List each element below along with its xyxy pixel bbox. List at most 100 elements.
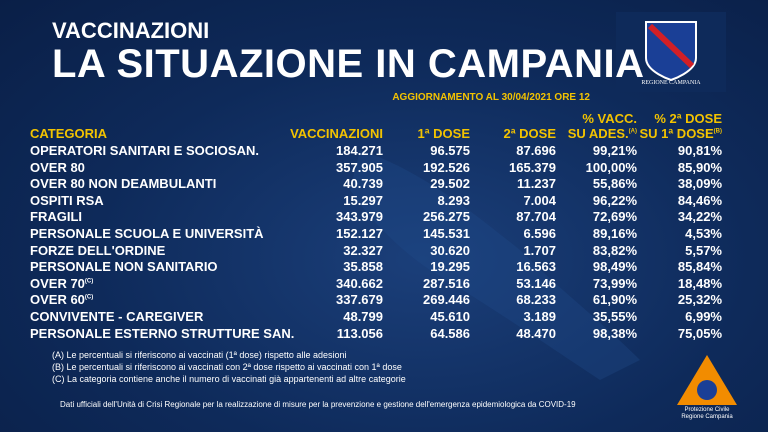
cell: 192.526 xyxy=(423,159,470,175)
category-text: PERSONALE ESTERNO STRUTTURE SAN. xyxy=(30,325,295,341)
cell: 98,49% xyxy=(592,259,637,275)
column-header-text: SU 1ª DOSE xyxy=(639,126,714,141)
cell: 96,22% xyxy=(592,192,637,208)
row-category: OVER 70(C) xyxy=(30,276,93,291)
row-note: (C) xyxy=(84,295,94,302)
category-text: OVER 70 xyxy=(30,275,85,291)
cell: 35,55% xyxy=(592,309,637,324)
cell: 269.446 xyxy=(423,292,470,308)
cell: 75,05% xyxy=(677,325,722,341)
category-text: PERSONALE SCUOLA E UNIVERSITÀ xyxy=(30,226,264,241)
cell: 16.563 xyxy=(516,259,556,275)
row-category: OVER 80 xyxy=(30,160,85,175)
column-note: (B) xyxy=(713,128,722,135)
cell: 4,53% xyxy=(685,226,722,241)
column-header: % VACC. xyxy=(582,111,637,126)
row-category: PERSONALE SCUOLA E UNIVERSITÀ xyxy=(30,226,264,241)
cell: 11.237 xyxy=(516,176,556,192)
cell: 7.004 xyxy=(523,192,556,208)
cell: 48.799 xyxy=(343,309,383,324)
cell: 85,84% xyxy=(677,259,722,275)
pc-label-line: Protezione Civile xyxy=(684,407,730,413)
cell: 83,82% xyxy=(592,242,637,258)
cell: 337.679 xyxy=(336,292,383,308)
cell: 45.610 xyxy=(430,309,470,324)
cell: 73,99% xyxy=(592,275,637,291)
row-category: OSPITI RSA xyxy=(30,193,104,208)
cell: 90,81% xyxy=(677,143,722,158)
cell: 8.293 xyxy=(437,192,470,208)
column-header: VACCINAZIONI xyxy=(290,126,383,141)
cell: 87.696 xyxy=(516,143,556,158)
column-header-text: % VACC. xyxy=(582,111,637,126)
cell: 53.146 xyxy=(516,275,556,291)
category-text: OVER 80 NON DEAMBULANTI xyxy=(30,176,217,192)
kicker: VACCINAZIONI xyxy=(52,18,210,43)
note: (C) La categoria contiene anche il numer… xyxy=(52,374,406,384)
cell: 99,21% xyxy=(592,143,637,158)
column-note: (A) xyxy=(628,128,637,135)
column-header-text: % 2ª DOSE xyxy=(654,111,722,126)
cell: 89,16% xyxy=(592,226,637,241)
row-category: CONVIVENTE - CAREGIVER xyxy=(30,309,203,324)
cell: 287.516 xyxy=(423,275,470,291)
category-text: FORZE DELL'ORDINE xyxy=(30,242,166,258)
row-category: OVER 80 NON DEAMBULANTI xyxy=(30,176,216,191)
column-header: % 2ª DOSE xyxy=(654,111,722,126)
logo-label: REGIONE CAMPANIA xyxy=(641,80,701,86)
cell: 152.127 xyxy=(336,226,383,241)
cell: 340.662 xyxy=(336,275,383,291)
category-text: OVER 80 xyxy=(30,159,85,175)
cell: 29.502 xyxy=(430,176,470,192)
cell: 87.704 xyxy=(516,209,556,225)
cell: 6.596 xyxy=(523,226,556,241)
cell: 6,99% xyxy=(685,309,722,324)
cell: 19.295 xyxy=(430,259,470,275)
cell: 85,90% xyxy=(677,159,722,175)
cell: 30.620 xyxy=(430,242,470,258)
cell: 98,38% xyxy=(592,325,637,341)
cell: 184.271 xyxy=(336,143,383,158)
column-header: SU ADES.(A) xyxy=(568,126,637,141)
cell: 40.739 xyxy=(343,176,383,192)
column-header-text: VACCINAZIONI xyxy=(290,126,383,141)
map-silhouette xyxy=(350,150,640,380)
column-header-text: 1ª DOSE xyxy=(417,126,471,141)
cell: 32.327 xyxy=(343,242,383,258)
category-text: OSPITI RSA xyxy=(30,192,104,208)
column-header: 2ª DOSE xyxy=(504,126,557,141)
note: (A) Le percentuali si riferiscono ai vac… xyxy=(52,350,347,360)
cell: 35.858 xyxy=(343,259,383,275)
cell: 3.189 xyxy=(523,309,556,324)
category-text: CONVIVENTE - CAREGIVER xyxy=(30,309,204,324)
note: (B) Le percentuali si riferiscono ai vac… xyxy=(52,362,402,372)
cell: 84,46% xyxy=(677,192,722,208)
cell: 38,09% xyxy=(677,176,722,192)
cell: 25,32% xyxy=(677,292,722,308)
cell: 68.233 xyxy=(516,292,556,308)
footer: Dati ufficiali dell'Unità di Crisi Regio… xyxy=(60,400,576,409)
cell: 15.297 xyxy=(343,192,383,208)
row-category: PERSONALE ESTERNO STRUTTURE SAN. xyxy=(30,326,294,341)
column-header: 1ª DOSE xyxy=(418,126,471,141)
cell: 48.470 xyxy=(516,325,556,341)
update: AGGIORNAMENTO AL 30/04/2021 ORE 12 xyxy=(392,92,590,103)
row-category: PERSONALE NON SANITARIO xyxy=(30,259,218,274)
row-category: OVER 60(C) xyxy=(30,292,93,307)
cell: 96.575 xyxy=(430,143,470,158)
column-header-text: 2ª DOSE xyxy=(503,126,557,141)
category-text: FRAGILI xyxy=(30,209,82,225)
cell: 100,00% xyxy=(585,159,637,175)
column-header-text: CATEGORIA xyxy=(30,126,108,141)
cell: 256.275 xyxy=(423,209,470,225)
pc-logo-circle xyxy=(697,380,717,400)
row-category: FRAGILI xyxy=(30,209,82,224)
cell: 357.905 xyxy=(336,159,383,175)
cell: 145.531 xyxy=(423,226,470,241)
row-category: FORZE DELL'ORDINE xyxy=(30,243,165,258)
category-text: PERSONALE NON SANITARIO xyxy=(30,259,218,275)
logo-stripe xyxy=(647,23,695,69)
cell: 113.056 xyxy=(336,325,383,341)
cell: 72,69% xyxy=(592,209,637,225)
column-header: CATEGORIA xyxy=(30,126,107,141)
